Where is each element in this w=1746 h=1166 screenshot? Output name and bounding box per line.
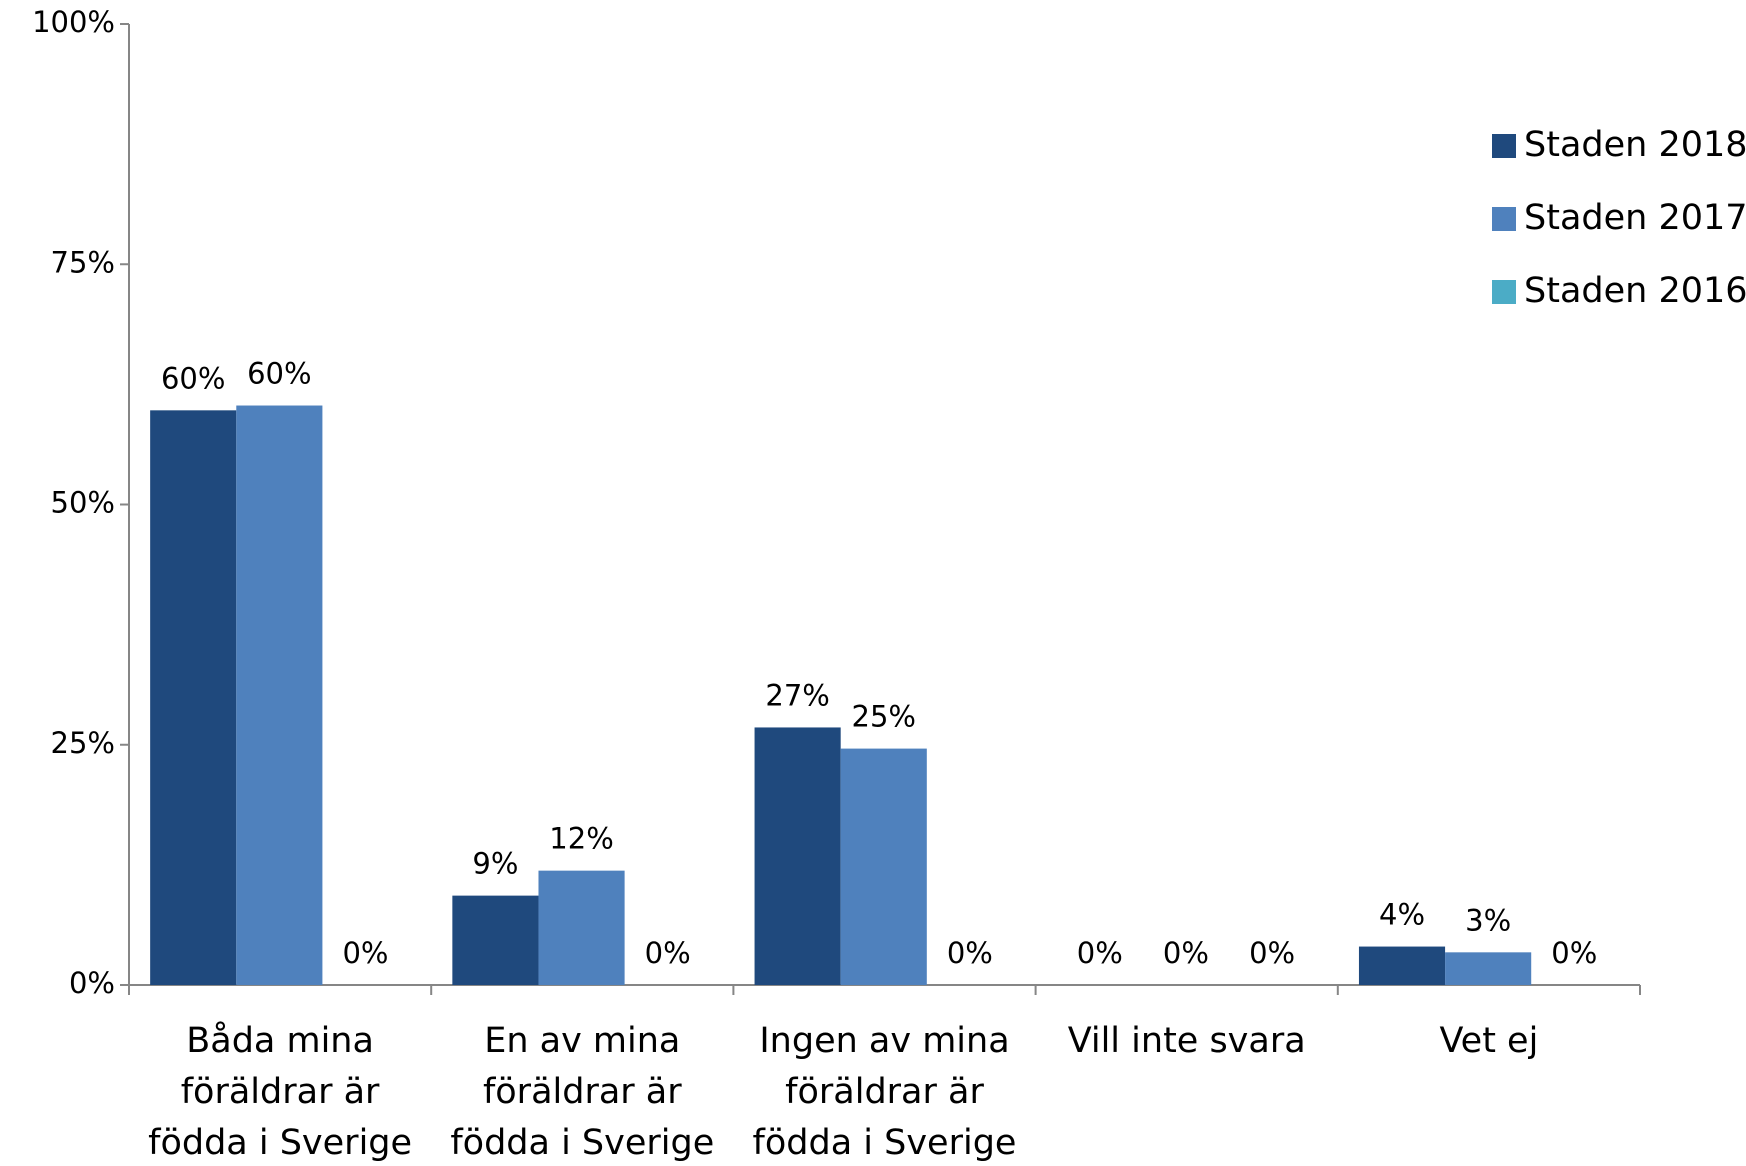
value-label: 0%	[1249, 936, 1295, 970]
y-tick-label: 75%	[51, 245, 115, 279]
bar	[236, 405, 323, 986]
x-tick-label-line: En av mina	[484, 1021, 680, 1061]
x-tick-label: Vill inte svara	[1068, 1021, 1306, 1061]
bar	[452, 895, 539, 985]
legend-swatch	[1492, 207, 1516, 231]
bar	[754, 727, 841, 985]
legend-swatch	[1492, 134, 1516, 158]
y-tick-label: 25%	[51, 726, 115, 760]
value-label: 9%	[472, 847, 518, 881]
x-tick-label-line: Vet ej	[1439, 1021, 1538, 1061]
value-label: 0%	[342, 936, 388, 970]
x-tick-label-line: Båda mina	[186, 1020, 374, 1061]
bar	[150, 410, 237, 985]
y-tick-label: 0%	[69, 966, 115, 1000]
legend-label: Staden 2016	[1524, 271, 1746, 311]
bar	[1358, 946, 1446, 985]
x-tick-label-line: födda i Sverige	[753, 1123, 1017, 1163]
value-label: 0%	[1163, 936, 1209, 970]
bar	[840, 748, 927, 985]
legend-label: Staden 2018	[1524, 125, 1746, 165]
value-label: 0%	[1077, 936, 1123, 970]
y-tick-label: 50%	[51, 486, 115, 520]
value-label: 0%	[947, 936, 993, 970]
bar	[1445, 952, 1532, 985]
x-tick-label: En av mina föräldrar är födda i Sverige	[450, 1021, 714, 1163]
x-tick-label-line: Vill inte svara	[1068, 1021, 1306, 1061]
x-tick-label-line: födda i Sverige	[450, 1123, 714, 1163]
value-label: 60%	[161, 361, 225, 395]
x-tick-label-line: Ingen av mina	[759, 1021, 1009, 1061]
x-tick-label: Båda mina föräldrar är födda i Sverige	[148, 1020, 412, 1163]
legend-label: Staden 2017	[1524, 198, 1746, 238]
x-tick-label-line: föräldrar är	[785, 1072, 984, 1112]
bar	[538, 870, 625, 985]
value-label: 25%	[852, 700, 916, 734]
value-label: 27%	[765, 678, 829, 712]
value-label: 0%	[645, 936, 691, 970]
value-label: 3%	[1465, 903, 1511, 937]
x-tick-label-line: föräldrar är	[483, 1072, 682, 1112]
value-label: 4%	[1379, 898, 1425, 932]
legend-swatch	[1492, 280, 1516, 304]
x-tick-label-line: föräldrar är	[181, 1072, 380, 1112]
y-tick-label: 100%	[32, 5, 115, 39]
value-label: 60%	[247, 357, 311, 391]
value-label: 0%	[1551, 936, 1597, 970]
x-tick-label-line: födda i Sverige	[148, 1123, 412, 1163]
x-tick-label: Vet ej	[1439, 1021, 1538, 1061]
x-tick-label: Ingen av mina föräldrar är födda i Sverige	[753, 1021, 1017, 1163]
value-label: 12%	[549, 822, 613, 856]
